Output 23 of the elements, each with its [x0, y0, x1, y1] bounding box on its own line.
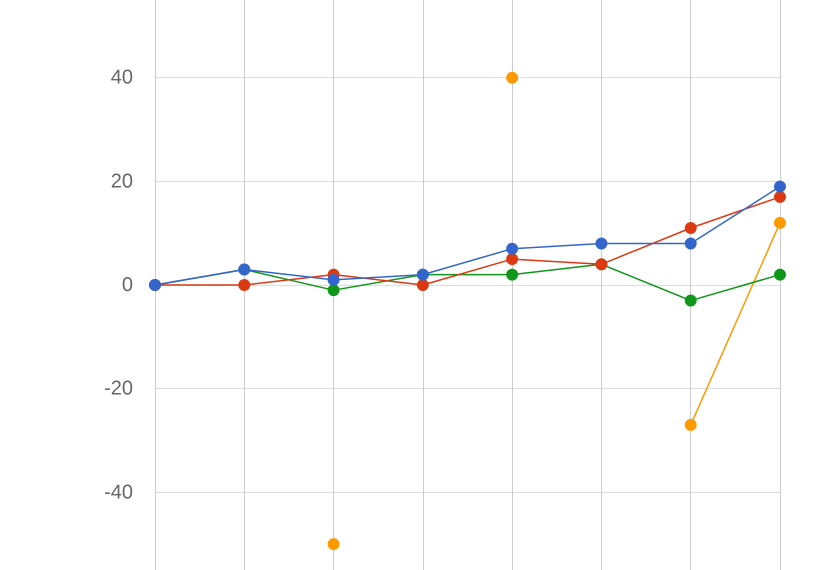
- point: [684, 222, 697, 234]
- point: [506, 72, 518, 84]
- point: [774, 268, 786, 281]
- point: [684, 238, 697, 250]
- y-tick-label: 40: [110, 66, 133, 89]
- point: [506, 268, 518, 281]
- point: [506, 253, 518, 266]
- point: [328, 274, 340, 286]
- point: [684, 294, 697, 307]
- point: [774, 190, 786, 203]
- point: [416, 279, 429, 291]
- point: [774, 180, 786, 193]
- point: [328, 538, 340, 550]
- y-tick-label: -40: [104, 481, 133, 504]
- y-tick-label: 20: [110, 170, 133, 192]
- point: [595, 238, 608, 250]
- point: [238, 279, 250, 291]
- y-tick-label: 0: [122, 274, 133, 296]
- point: [774, 216, 786, 229]
- y-tick-label: -20: [104, 378, 133, 400]
- point: [684, 418, 697, 431]
- point: [328, 284, 340, 296]
- point: [506, 242, 518, 255]
